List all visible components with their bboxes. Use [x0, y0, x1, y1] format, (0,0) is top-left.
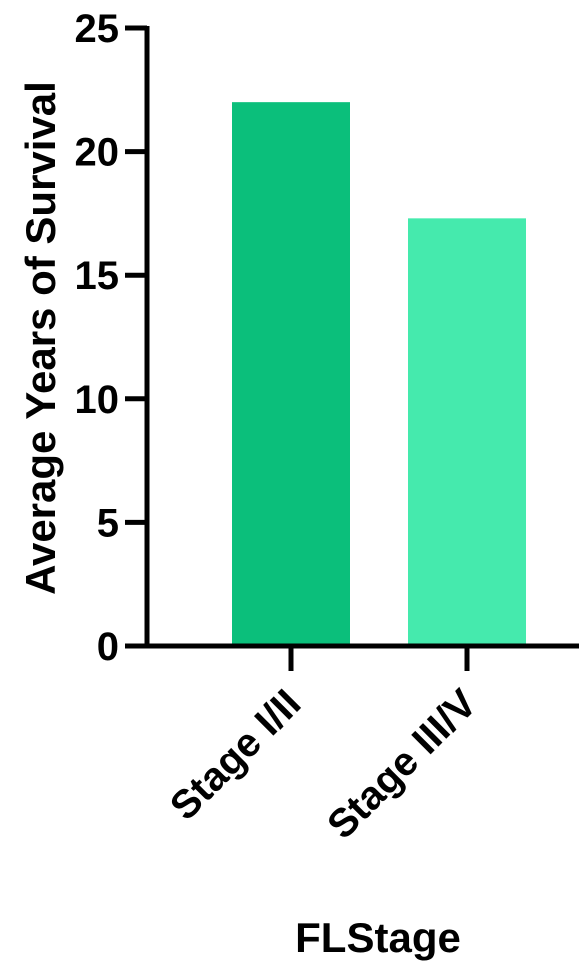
y-axis: 0 5 10 15 20 25 — [75, 7, 150, 669]
y-tick-label: 0 — [97, 625, 119, 669]
x-axis-title: FLStage — [295, 914, 461, 961]
y-axis-title: Average Years of Survival — [17, 81, 64, 595]
y-tick-label: 20 — [75, 131, 120, 175]
y-tick-label: 25 — [75, 7, 120, 51]
bar-stage-i-ii — [232, 102, 350, 646]
y-tick-label: 15 — [75, 254, 120, 298]
bars-layer — [232, 102, 526, 646]
x-axis: Stage I/II Stage III/V — [145, 643, 579, 848]
y-tick-label: 5 — [97, 501, 119, 545]
x-tick-label: Stage III/V — [319, 681, 486, 848]
bar-stage-iii-v — [408, 218, 526, 646]
x-tick-label: Stage I/II — [162, 681, 309, 828]
y-tick-label: 10 — [75, 378, 120, 422]
